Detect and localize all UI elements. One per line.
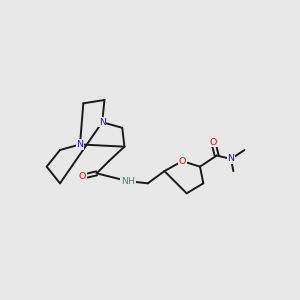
Text: N: N (228, 154, 235, 164)
Text: O: O (79, 172, 86, 181)
Text: O: O (178, 157, 186, 166)
Text: NH: NH (121, 177, 135, 186)
Text: N: N (99, 118, 106, 127)
Text: O: O (210, 138, 217, 147)
Text: N: N (76, 140, 83, 149)
